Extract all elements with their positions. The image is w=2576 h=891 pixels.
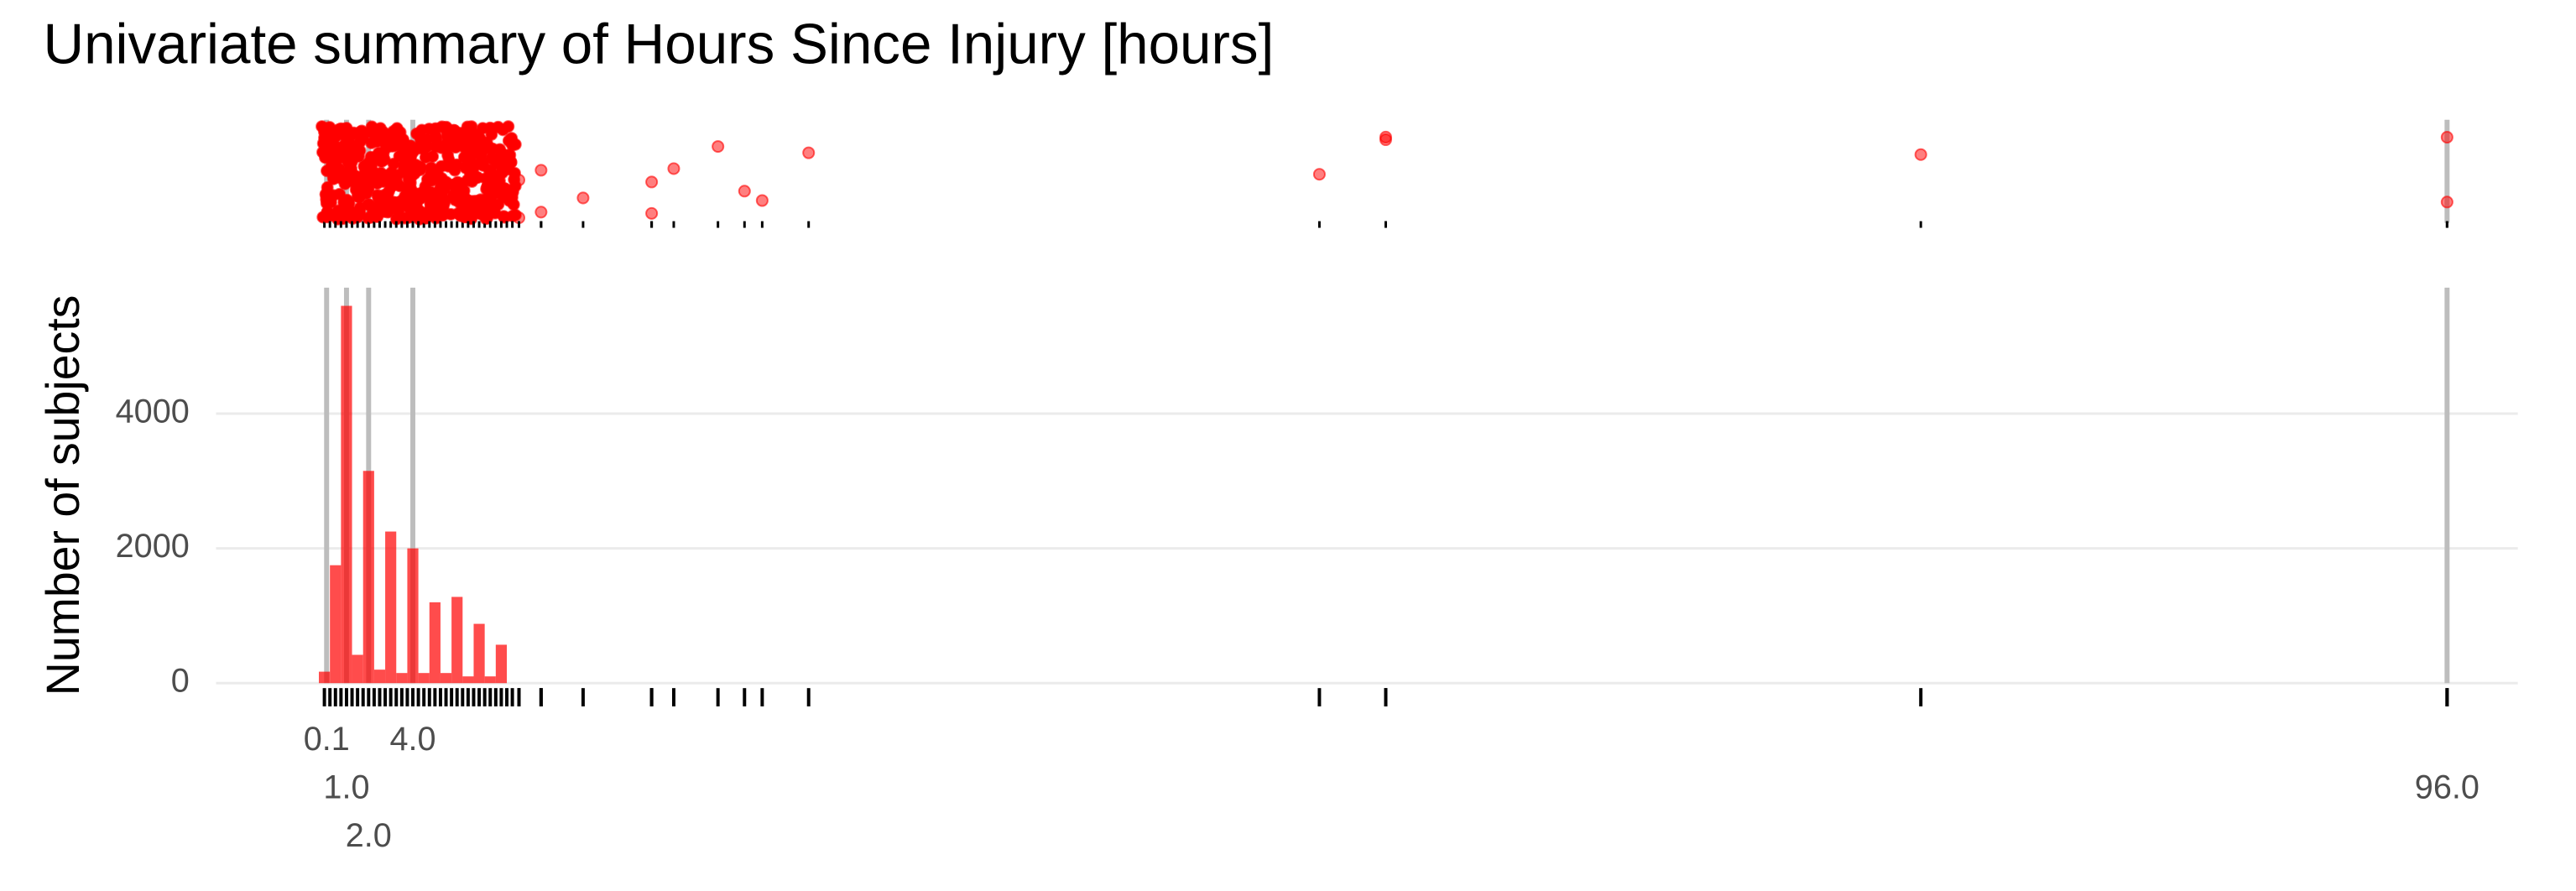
histogram-bar <box>396 673 408 684</box>
strip-point <box>645 206 659 220</box>
histogram-bar <box>352 654 363 684</box>
x-tick-label: 1.0 <box>323 769 369 805</box>
strip-point <box>409 159 423 172</box>
histogram-bar <box>330 565 342 684</box>
strip-point <box>512 174 526 187</box>
histogram-bar <box>385 531 397 684</box>
histogram-bar <box>484 676 496 684</box>
x-tick-label: 0.1 <box>304 721 350 758</box>
histogram-bar <box>440 673 452 684</box>
histogram-bar <box>473 623 485 684</box>
strip-point <box>576 191 590 205</box>
histogram-bar <box>319 671 331 684</box>
strip-point <box>504 155 518 169</box>
strip-point <box>438 196 451 210</box>
strip-point <box>321 180 334 194</box>
strip-point <box>458 211 472 224</box>
histogram-bar <box>362 471 374 684</box>
histogram-bar <box>495 644 508 684</box>
strip-point <box>505 132 519 145</box>
chart-title: Univariate summary of Hours Since Injury… <box>43 13 1274 76</box>
strip-point <box>506 185 519 199</box>
strip-point <box>488 201 501 215</box>
strip-point <box>755 194 769 207</box>
y-tick-label: 0 <box>171 663 190 700</box>
y-tick-label: 2000 <box>116 528 190 565</box>
strip-point <box>645 175 659 189</box>
strip-point <box>1312 168 1326 181</box>
histogram-bar <box>341 305 352 684</box>
x-tick-label: 96.0 <box>2415 769 2480 805</box>
histogram-bar <box>451 597 463 684</box>
strip-point <box>802 146 816 159</box>
y-axis-title: Number of subjects <box>37 295 89 696</box>
histogram-bar <box>373 670 386 684</box>
histogram-bar <box>407 548 419 684</box>
strip-point <box>502 120 515 133</box>
strip-point <box>448 164 461 177</box>
strip-point <box>2440 195 2453 209</box>
strip-point <box>331 166 345 180</box>
strip-point <box>2440 131 2453 144</box>
strip-point <box>360 186 373 201</box>
histogram-bar <box>429 602 441 684</box>
strip-point <box>1914 148 1927 161</box>
strip-point <box>534 206 548 219</box>
strip-point <box>712 140 725 154</box>
histogram-bar <box>418 673 430 684</box>
strip-point <box>1379 130 1393 143</box>
strip-point <box>667 162 681 175</box>
x-tick-label: 4.0 <box>389 721 435 758</box>
x-tick-label: 2.0 <box>346 817 392 854</box>
strip-point <box>534 164 548 177</box>
y-tick-label: 4000 <box>116 393 190 430</box>
strip-point <box>492 120 505 133</box>
strip-point <box>738 185 751 198</box>
histogram-bar <box>462 676 474 684</box>
